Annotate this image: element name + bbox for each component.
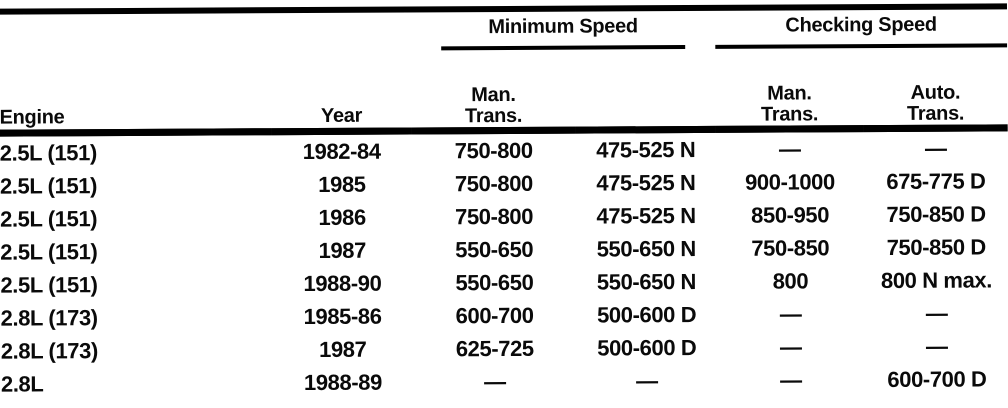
- engine-cell: 2.8L (173): [0, 304, 98, 331]
- year-cell: 1988-89: [303, 369, 382, 395]
- man-label: Man.: [767, 82, 812, 105]
- checking-speed-man-trans-cell: —: [779, 300, 802, 327]
- minimum-speed-underline: [441, 45, 685, 51]
- minimum-speed-second-cell: 550-650 N: [596, 235, 696, 262]
- checking-speed-auto-trans-cell: 675-775 D: [886, 167, 986, 194]
- table-row: 2.8L (173) 1987 625-725 500-600 D — —: [1, 329, 1008, 367]
- minimum-speed-second-cell: 550-650 N: [596, 268, 697, 295]
- checking-speed-man-trans-cell: —: [780, 366, 802, 393]
- year-column-header: Year: [271, 54, 412, 132]
- minimum-speed-second-cell: 475-525 N: [596, 202, 696, 229]
- checking-speed-man-trans-cell: —: [779, 333, 802, 360]
- trans-label: Trans.: [464, 104, 523, 128]
- checking-speed-man-trans-cell: —: [778, 135, 801, 162]
- year-cell: 1985-86: [303, 303, 382, 329]
- checking-speed-label: Checking Speed: [785, 13, 937, 37]
- engine-cell: 2.5L (151): [0, 271, 98, 298]
- year-cell: 1987: [319, 336, 367, 362]
- year-cell: 1988-90: [303, 270, 382, 296]
- minimum-speed-man-trans-cell: 750-800: [454, 170, 533, 196]
- trans-label: Trans.: [906, 102, 965, 125]
- column-header-row: Engine Year Man. Trans. Man. Trans. Auto…: [0, 51, 1008, 134]
- minimum-speed-man-trans-cell: —: [484, 368, 506, 394]
- minimum-speed-second-cell: 475-525 N: [596, 169, 696, 196]
- minimum-speed-second-cell: 475-525 N: [596, 136, 696, 163]
- minimum-speed-man-trans-cell: 750-800: [454, 137, 533, 163]
- trans-label: Trans.: [760, 103, 819, 126]
- man-label: Man.: [471, 83, 516, 107]
- checking-speed-man-trans-cell: 850-950: [751, 201, 830, 228]
- group-header-checking-speed: Checking Speed: [715, 9, 1008, 53]
- engine-cell: 2.5L (151): [0, 205, 98, 232]
- checking-speed-man-trans-cell: 750-850: [751, 234, 830, 261]
- engine-cell: 2.8L: [0, 370, 44, 397]
- checking-speed-auto-trans-cell: 600-700 D: [887, 365, 987, 392]
- engine-column-header: Engine: [0, 55, 272, 134]
- checking-speed-man-trans-header: Man. Trans.: [715, 52, 864, 130]
- idle-speed-spec-table: Minimum Speed Checking Speed Engine Year…: [0, 9, 1008, 400]
- minimum-speed-man-trans-header: Man. Trans.: [411, 53, 576, 131]
- table-row: 2.5L (151) 1982-84 750-800 475-525 N — —: [0, 128, 1008, 170]
- minimum-speed-second-header: [575, 52, 716, 131]
- table-row: 2.5L (151) 1986 750-800 475-525 N 850-95…: [0, 197, 1008, 235]
- minimum-speed-man-trans-cell: 600-700: [455, 302, 534, 328]
- engine-cell: 2.5L (151): [0, 238, 98, 265]
- engine-cell: 2.5L (151): [0, 139, 97, 166]
- year-cell: 1982-84: [302, 138, 381, 164]
- group-header-minimum-speed: Minimum Speed: [411, 11, 715, 55]
- table-row: 2.5L (151) 1985 750-800 475-525 N 900-10…: [0, 164, 1008, 202]
- minimum-speed-man-trans-cell: 550-650: [455, 236, 534, 262]
- minimum-speed-man-trans-cell: 625-725: [455, 335, 534, 361]
- group-header-spacer: [0, 12, 411, 56]
- auto-label: Auto.: [910, 81, 961, 104]
- minimum-speed-second-cell: 500-600 D: [597, 334, 697, 361]
- spec-table-body: 2.5L (151) 1982-84 750-800 475-525 N — —…: [0, 128, 1008, 401]
- table-row: 2.5L (151) 1987 550-650 550-650 N 750-85…: [0, 230, 1008, 268]
- checking-speed-auto-trans-header: Auto. Trans.: [863, 51, 1008, 129]
- engine-cell: 2.5L (151): [0, 172, 98, 199]
- checking-speed-man-trans-cell: 900-1000: [744, 168, 835, 195]
- checking-speed-auto-trans-cell: 750-850 D: [886, 233, 986, 260]
- checking-speed-auto-trans-cell: —: [925, 300, 948, 326]
- table-row: 2.8L (173) 1985-86 600-700 500-600 D — —: [1, 296, 1008, 334]
- checking-speed-man-trans-cell: 800: [772, 267, 809, 294]
- minimum-speed-label: Minimum Speed: [488, 15, 638, 39]
- checking-speed-auto-trans-cell: —: [925, 333, 948, 359]
- checking-speed-auto-trans-cell: 800 N max.: [880, 266, 992, 293]
- table-row: 2.8L 1988-89 — — — 600-700 D: [1, 362, 1008, 400]
- table-row: 2.5L (151) 1988-90 550-650 550-650 N 800…: [0, 263, 1008, 301]
- checking-speed-auto-trans-cell: —: [924, 135, 947, 161]
- year-cell: 1985: [318, 171, 366, 197]
- group-header-row: Minimum Speed Checking Speed: [0, 9, 1008, 56]
- year-cell: 1986: [318, 204, 366, 230]
- checking-speed-auto-trans-cell: 750-850 D: [886, 200, 986, 227]
- minimum-speed-man-trans-cell: 750-800: [455, 203, 534, 229]
- year-cell: 1987: [318, 237, 366, 263]
- minimum-speed-second-cell: —: [636, 367, 658, 393]
- minimum-speed-second-cell: 500-600 D: [596, 301, 697, 328]
- minimum-speed-man-trans-cell: 550-650: [455, 269, 534, 295]
- engine-cell: 2.8L (173): [0, 337, 98, 364]
- checking-speed-underline: [715, 43, 1008, 49]
